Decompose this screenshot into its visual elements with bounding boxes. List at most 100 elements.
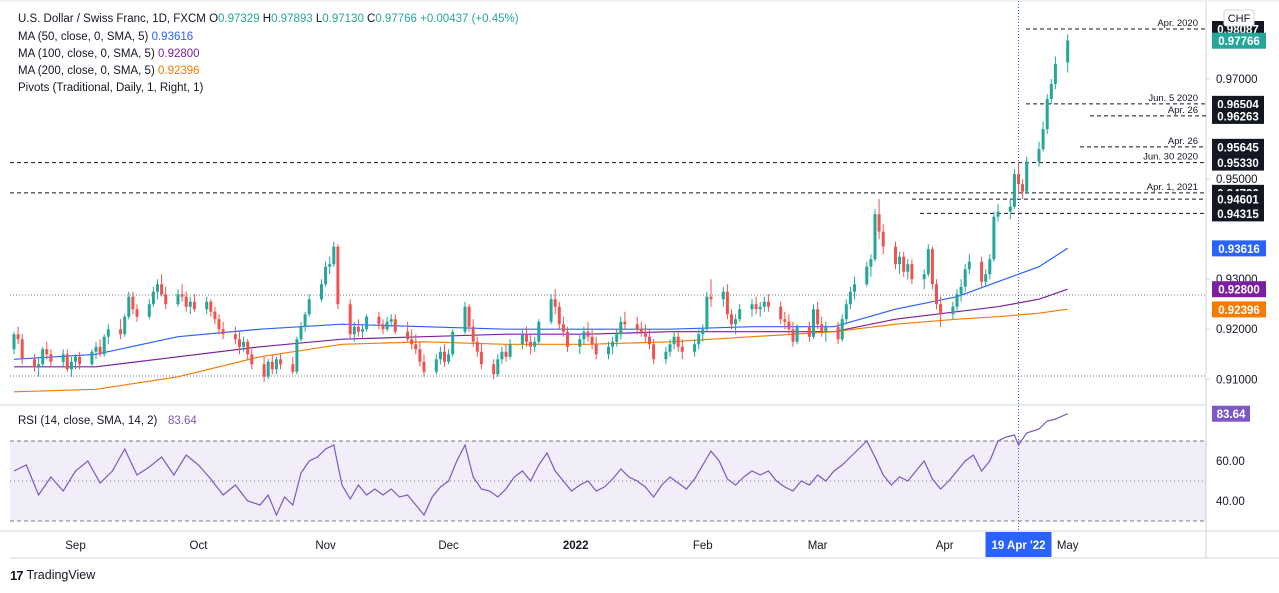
- symbol-header[interactable]: U.S. Dollar / Swiss Franc, 1D, FXCM O0.9…: [18, 13, 519, 25]
- candle[interactable]: [611, 336, 615, 355]
- candle[interactable]: [877, 199, 881, 240]
- candle[interactable]: [840, 314, 844, 342]
- candle[interactable]: [730, 309, 733, 330]
- candle[interactable]: [590, 329, 594, 350]
- candle[interactable]: [381, 319, 385, 335]
- candle[interactable]: [233, 326, 237, 345]
- candle[interactable]: [12, 331, 16, 355]
- candle[interactable]: [164, 286, 168, 310]
- tradingview-logo[interactable]: 17 TradingView: [10, 566, 95, 584]
- candle[interactable]: [615, 329, 619, 347]
- candle[interactable]: [332, 241, 336, 267]
- candle[interactable]: [1049, 79, 1053, 105]
- candle[interactable]: [557, 301, 561, 330]
- candle[interactable]: [184, 291, 188, 312]
- candle[interactable]: [881, 224, 885, 255]
- candle[interactable]: [131, 291, 135, 315]
- candle[interactable]: [213, 306, 217, 325]
- candle[interactable]: [955, 289, 959, 312]
- candle[interactable]: [967, 254, 971, 275]
- candle[interactable]: [98, 339, 102, 357]
- candle[interactable]: [824, 321, 828, 342]
- candle[interactable]: [414, 334, 418, 355]
- candle[interactable]: [898, 251, 902, 275]
- candle[interactable]: [434, 354, 438, 375]
- candle[interactable]: [701, 324, 705, 342]
- candle[interactable]: [65, 349, 69, 372]
- candle[interactable]: [1017, 161, 1020, 195]
- candle[interactable]: [188, 296, 192, 315]
- candle[interactable]: [1045, 94, 1049, 135]
- ma-200-line[interactable]: [13, 308, 1068, 393]
- candle[interactable]: [693, 339, 697, 357]
- candle[interactable]: [393, 314, 397, 335]
- candle[interactable]: [906, 259, 910, 280]
- candle[interactable]: [680, 339, 684, 360]
- candle[interactable]: [422, 354, 426, 377]
- candle[interactable]: [410, 329, 414, 350]
- candle[interactable]: [639, 321, 643, 337]
- candle[interactable]: [156, 279, 159, 300]
- candle[interactable]: [438, 346, 442, 365]
- candle[interactable]: [578, 334, 582, 355]
- candle[interactable]: [566, 326, 569, 352]
- candle[interactable]: [791, 321, 795, 347]
- candle[interactable]: [963, 264, 967, 292]
- candle[interactable]: [176, 289, 180, 307]
- candle[interactable]: [922, 269, 926, 290]
- candle[interactable]: [1053, 56, 1057, 90]
- candle[interactable]: [180, 284, 184, 302]
- candle[interactable]: [266, 359, 270, 380]
- candle[interactable]: [910, 259, 914, 285]
- candle[interactable]: [648, 329, 651, 350]
- candle[interactable]: [1025, 156, 1029, 195]
- candle[interactable]: [500, 346, 504, 365]
- candle[interactable]: [865, 261, 869, 287]
- candle[interactable]: [295, 336, 299, 375]
- candle[interactable]: [348, 299, 352, 340]
- candle[interactable]: [549, 294, 553, 325]
- candle[interactable]: [504, 344, 508, 362]
- candle[interactable]: [151, 286, 155, 307]
- candle[interactable]: [672, 331, 676, 350]
- candle[interactable]: [443, 344, 446, 367]
- candle[interactable]: [475, 336, 479, 357]
- candle[interactable]: [1066, 34, 1070, 73]
- candle[interactable]: [352, 321, 356, 342]
- indicator-legend[interactable]: MA (200, close, 0, SMA, 5) 0.92396: [18, 65, 200, 77]
- candle[interactable]: [869, 254, 873, 277]
- candle[interactable]: [926, 244, 930, 277]
- candle[interactable]: [594, 336, 598, 360]
- currency-badge[interactable]: CHF: [1223, 9, 1255, 27]
- candle[interactable]: [324, 261, 328, 287]
- candle[interactable]: [33, 354, 36, 372]
- candle[interactable]: [328, 256, 332, 275]
- candle[interactable]: [320, 279, 323, 302]
- candle[interactable]: [939, 296, 943, 327]
- candle[interactable]: [471, 319, 475, 347]
- candle[interactable]: [619, 316, 623, 340]
- candle[interactable]: [119, 319, 123, 340]
- candle[interactable]: [406, 321, 410, 342]
- candle[interactable]: [217, 314, 221, 335]
- candle[interactable]: [902, 251, 906, 277]
- candle[interactable]: [520, 329, 524, 350]
- candle[interactable]: [270, 354, 274, 375]
- candle[interactable]: [106, 324, 110, 345]
- candle[interactable]: [586, 321, 590, 342]
- candle[interactable]: [738, 304, 742, 322]
- candle[interactable]: [873, 209, 877, 262]
- candle[interactable]: [246, 339, 250, 360]
- candle[interactable]: [274, 356, 278, 375]
- candle[interactable]: [20, 334, 24, 365]
- candle[interactable]: [291, 356, 295, 375]
- candle[interactable]: [41, 346, 45, 367]
- candle[interactable]: [389, 314, 393, 327]
- candle[interactable]: [582, 326, 586, 345]
- candle[interactable]: [783, 311, 787, 330]
- candle[interactable]: [807, 321, 811, 342]
- candle[interactable]: [192, 294, 196, 312]
- candle[interactable]: [1041, 121, 1045, 152]
- candle[interactable]: [537, 319, 541, 345]
- candle[interactable]: [356, 319, 360, 337]
